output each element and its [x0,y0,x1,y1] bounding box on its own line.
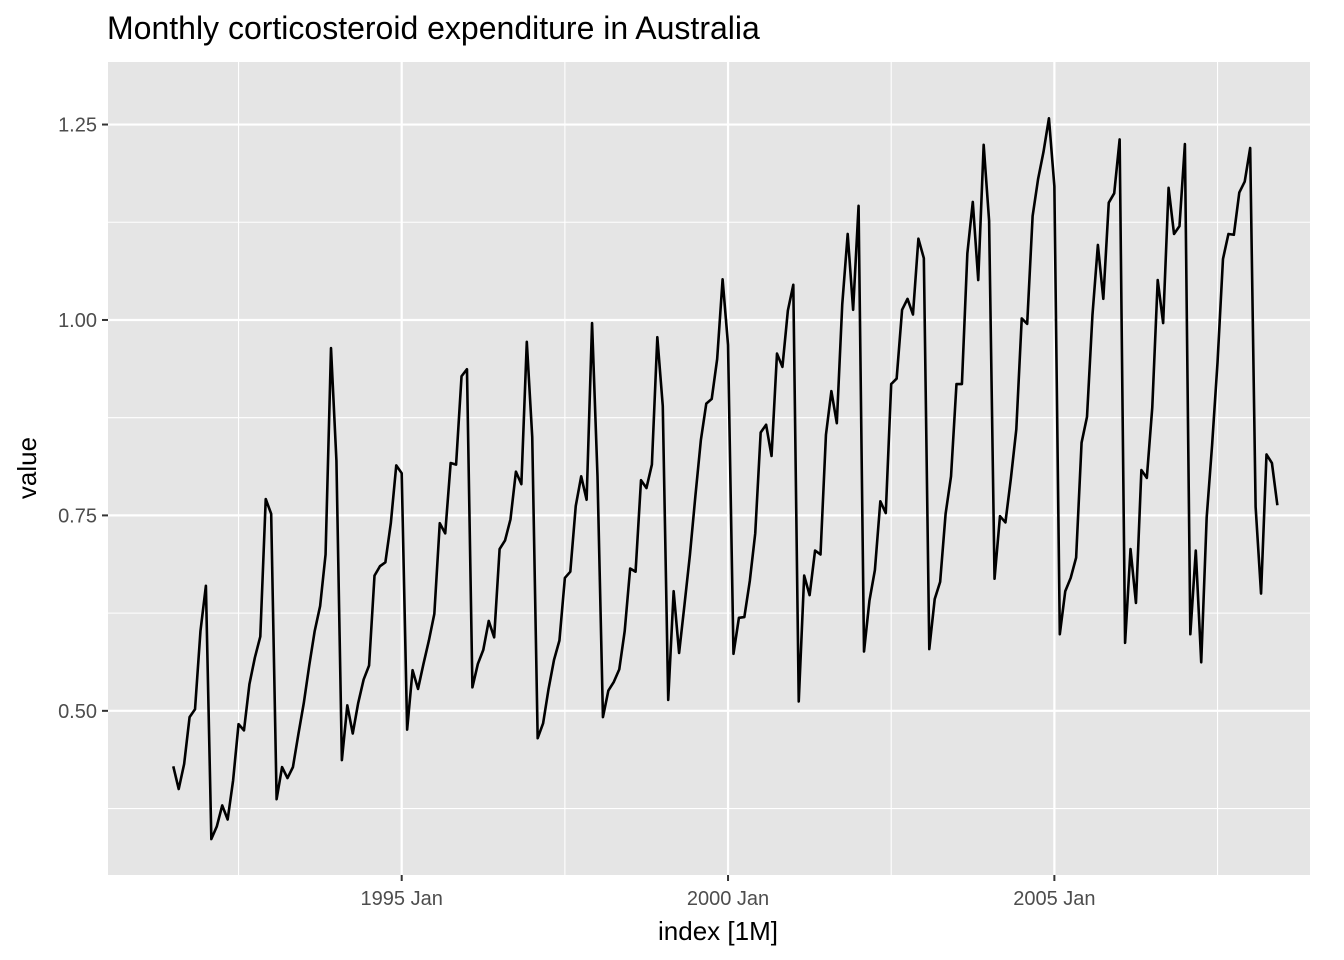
plot-panel [108,62,1310,875]
y-axis-title: value [12,437,42,499]
x-axis: 1995 Jan 2000 Jan 2005 Jan [361,875,1096,910]
x-tick-label: 1995 Jan [361,888,443,910]
y-tick-label: 1.25 [58,115,97,137]
x-tick-label: 2005 Jan [1013,888,1095,910]
y-axis: 0.50 0.75 1.00 1.25 [58,115,108,723]
y-tick-label: 0.75 [58,505,97,527]
y-tick-label: 0.50 [58,701,97,723]
chart-title: Monthly corticosteroid expenditure in Au… [107,10,760,46]
x-axis-title: index [1M] [658,916,778,946]
x-tick-label: 2000 Jan [687,888,769,910]
y-tick-label: 1.00 [58,310,97,332]
